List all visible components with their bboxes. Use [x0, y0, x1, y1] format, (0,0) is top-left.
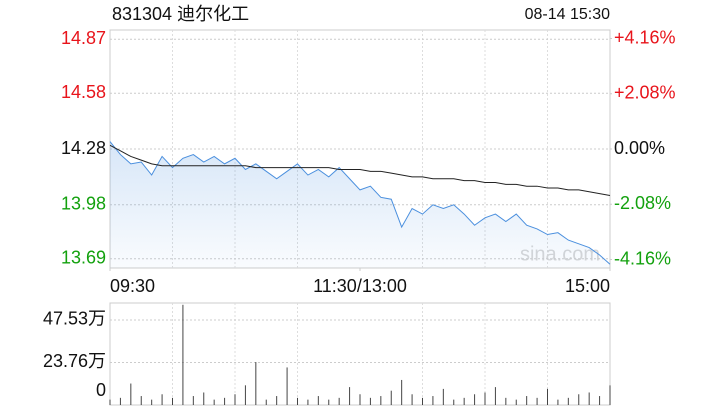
- x-tick-label: 11:30/13:00: [313, 276, 407, 296]
- average-line: [109, 144, 611, 196]
- y-tick-label: 14.28: [61, 138, 106, 158]
- y2-tick-label: -2.08%: [614, 193, 671, 213]
- y2-tick-label: +2.08%: [614, 83, 676, 103]
- chart-title: 831304 迪尔化工: [112, 4, 249, 24]
- y2-tick-label: 0.00%: [614, 138, 665, 158]
- y-tick-label: 13.98: [61, 194, 106, 214]
- x-tick-label: 09:30: [110, 276, 155, 296]
- y-tick-label: 13.69: [61, 247, 106, 267]
- y-tick-label: 23.76万: [43, 351, 106, 371]
- timestamp: 08-14 15:30: [525, 6, 611, 23]
- y-tick-label: 14.58: [61, 82, 106, 102]
- y-tick-label: 0: [96, 380, 106, 400]
- x-tick-label: 15:00: [565, 276, 610, 296]
- price-line: [109, 141, 611, 265]
- y2-tick-label: -4.16%: [614, 248, 671, 268]
- y-tick-label: 14.87: [61, 28, 106, 48]
- y2-tick-label: +4.16%: [614, 27, 676, 47]
- price-area: [110, 141, 610, 268]
- volume-frame: [109, 302, 611, 406]
- y-tick-label: 47.53万: [43, 309, 106, 329]
